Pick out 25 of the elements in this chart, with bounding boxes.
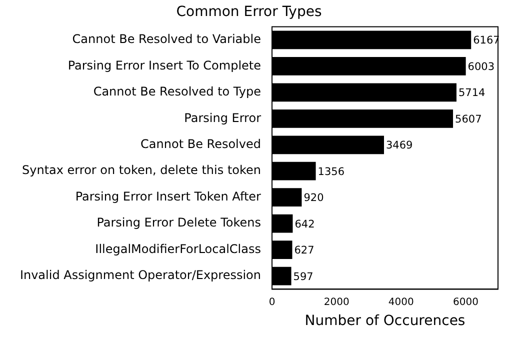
y-tick-label: Cannot Be Resolved bbox=[140, 137, 261, 152]
x-tick-label: 6000 bbox=[452, 296, 478, 308]
x-tick-label: 4000 bbox=[388, 296, 414, 308]
y-tick-label: IllegalModifierForLocalClass bbox=[95, 242, 261, 256]
data-label: 642 bbox=[294, 218, 315, 230]
x-tick-label: 2000 bbox=[324, 296, 350, 308]
data-label: 920 bbox=[304, 192, 324, 204]
x-axis-title: Number of Occurences bbox=[304, 313, 466, 330]
y-tick-label: Parsing Error bbox=[184, 110, 262, 125]
y-tick-label: Parsing Error Delete Tokens bbox=[96, 216, 261, 230]
y-tick-label: Syntax error on token, delete this token bbox=[22, 163, 261, 178]
y-tick-label: Cannot Be Resolved to Type bbox=[93, 84, 261, 99]
chart-title: Common Error Types bbox=[176, 4, 322, 20]
data-label: 3469 bbox=[386, 140, 413, 152]
y-tick-label: Parsing Error Insert To Complete bbox=[68, 58, 261, 72]
data-label: 627 bbox=[294, 244, 314, 257]
data-label: 597 bbox=[293, 270, 314, 283]
x-tick-label: 0 bbox=[268, 296, 276, 308]
data-label: 1356 bbox=[318, 166, 345, 178]
y-tick-label: Cannot Be Resolved to Variable bbox=[72, 32, 261, 46]
y-tick-label: Invalid Assignment Operator/Expression bbox=[20, 268, 261, 282]
data-label: 6003 bbox=[468, 60, 495, 73]
data-label: 5607 bbox=[455, 113, 482, 126]
data-label: 5714 bbox=[458, 87, 486, 100]
y-tick-label: Parsing Error Insert Token After bbox=[75, 189, 262, 204]
